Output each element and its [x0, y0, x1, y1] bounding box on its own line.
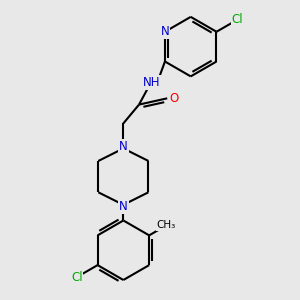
Text: N: N [160, 25, 169, 38]
Text: NH: NH [143, 76, 160, 89]
Text: CH₃: CH₃ [157, 220, 176, 230]
Text: Cl: Cl [232, 13, 243, 26]
Text: Cl: Cl [71, 271, 82, 284]
Text: O: O [169, 92, 179, 105]
Text: N: N [119, 200, 128, 213]
Text: N: N [119, 140, 128, 153]
